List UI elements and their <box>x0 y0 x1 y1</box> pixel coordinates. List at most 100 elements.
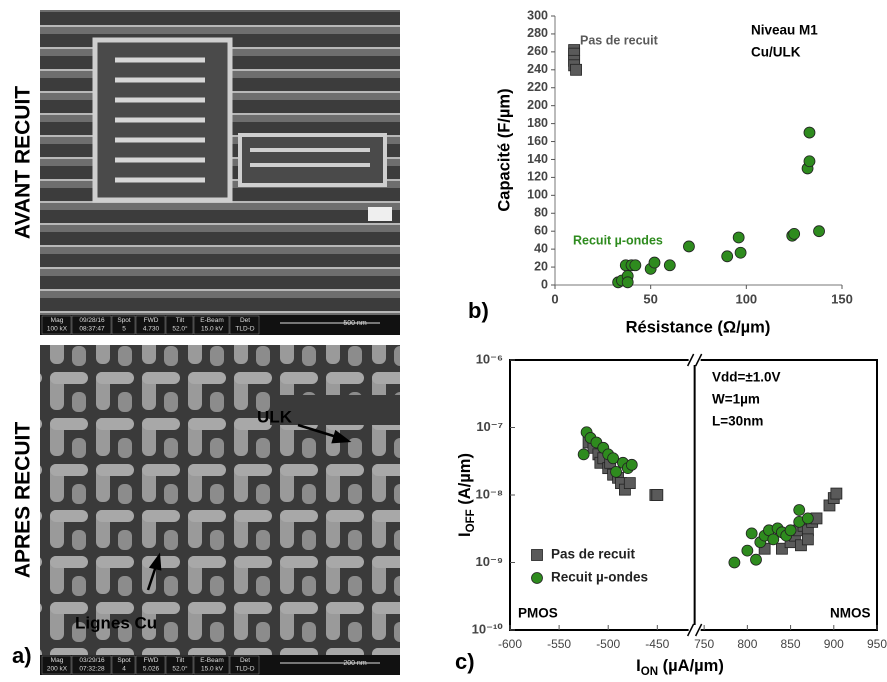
axis-break-gap <box>688 625 701 635</box>
y-tick-label: 240 <box>527 62 548 76</box>
axis-break-mark <box>694 353 703 367</box>
arrow <box>146 552 162 591</box>
info-cell <box>135 655 166 675</box>
point <box>621 276 634 289</box>
info-value: 200 kX <box>47 666 68 673</box>
panel-label: b) <box>468 298 489 323</box>
point <box>610 465 622 478</box>
info-header: E-Beam <box>200 657 223 664</box>
point <box>683 240 695 253</box>
axis-title-main: I <box>636 657 641 675</box>
info-value: 100 kX <box>47 326 68 333</box>
info-header: FWD <box>144 657 159 664</box>
x-tick-label: -500 <box>596 637 620 651</box>
series <box>568 44 582 76</box>
annotation: L=30nm <box>712 414 763 429</box>
x-tick-label: -450 <box>645 637 669 651</box>
image-annotation: ULK <box>257 407 293 426</box>
annotation: W=1µm <box>712 392 760 407</box>
scale-label: 200 nm <box>343 660 367 667</box>
info-header: Spot <box>117 317 131 324</box>
point <box>776 542 788 555</box>
point <box>793 504 806 516</box>
y-tick-label: 280 <box>527 26 548 40</box>
info-header: Mag <box>51 317 64 324</box>
y-axis-title: Capacité (F/µm) <box>495 88 513 211</box>
y-tick-label: 220 <box>527 80 548 94</box>
y-tick-label: 10⁻⁹ <box>476 554 504 569</box>
info-cell <box>165 315 194 335</box>
scale-label: 500 nm <box>343 320 367 327</box>
axis-title-unit: (µA/µm) <box>658 657 724 675</box>
axis-break-mark <box>694 623 703 637</box>
point <box>607 452 620 465</box>
x-tick-label: 150 <box>831 291 853 306</box>
series <box>612 126 825 289</box>
y-tick-label: 10⁻⁷ <box>476 419 503 434</box>
legend-label: Pas de recuit <box>551 547 636 562</box>
image-annotation: Lignes Cu <box>75 613 157 632</box>
point <box>803 155 816 168</box>
info-value: 07:32:28 <box>79 666 105 673</box>
side-label: AVANT RECUIT <box>12 86 35 239</box>
plot-frame <box>509 359 878 631</box>
legend-marker <box>531 549 543 561</box>
y-tick-label: 0 <box>541 277 548 291</box>
y-tick-label: 140 <box>527 152 548 166</box>
y-tick-label: 100 <box>527 188 548 202</box>
arrow <box>297 423 352 444</box>
annotation: PMOS <box>518 606 558 621</box>
point <box>629 259 642 272</box>
info-value: 4 <box>122 666 126 673</box>
info-value: 52.0° <box>172 665 188 673</box>
x-tick-label: 0 <box>551 291 558 306</box>
annotation: Vdd=±1.0V <box>712 370 781 385</box>
sem-image <box>40 345 400 655</box>
info-header: Det <box>240 657 250 664</box>
info-value: 15.0 kV <box>201 666 224 673</box>
info-cell <box>229 655 260 675</box>
info-header: Spot <box>117 657 131 664</box>
annotation: Niveau M1 <box>751 23 818 38</box>
info-cell <box>193 655 230 675</box>
x-tick-label: 50 <box>643 291 657 306</box>
point <box>577 448 590 461</box>
y-tick-label: 160 <box>527 134 548 148</box>
x-axis-title: ION (µA/µm) <box>636 657 724 678</box>
point <box>651 489 664 501</box>
y-tick-label: 80 <box>534 206 548 220</box>
y-tick-label: 20 <box>534 259 548 273</box>
info-cell <box>111 315 136 335</box>
info-header: Tilt <box>176 317 185 324</box>
info-cell <box>41 315 72 335</box>
info-header: FWD <box>144 317 159 324</box>
info-cell <box>165 655 194 675</box>
point <box>750 553 762 566</box>
y-tick-label: 40 <box>534 241 548 255</box>
legend-label: Recuit µ-ondes <box>551 570 648 585</box>
info-header: Det <box>240 317 250 324</box>
axis-break-gap <box>688 355 701 365</box>
sem-image <box>40 10 400 315</box>
y-tick-label: 60 <box>534 223 548 237</box>
y-axis-title: IOFF (A/µm) <box>456 453 477 537</box>
point <box>788 227 801 240</box>
point <box>784 524 797 537</box>
x-tick-label: 800 <box>737 637 757 651</box>
legend-marker <box>531 572 543 584</box>
axis-break-mark <box>686 623 695 637</box>
x-tick-label: -600 <box>498 637 522 651</box>
point <box>745 527 758 540</box>
point <box>732 231 745 244</box>
x-tick-label: 950 <box>867 637 887 651</box>
side-label: APRES RECUIT <box>12 422 35 579</box>
info-cell <box>71 655 112 675</box>
info-cell <box>229 315 260 335</box>
info-cell <box>135 315 166 335</box>
info-header: E-Beam <box>200 317 223 324</box>
point <box>570 63 582 76</box>
info-value: 4.730 <box>143 326 160 333</box>
panel-label: a) <box>12 643 32 668</box>
info-cell <box>193 315 230 335</box>
